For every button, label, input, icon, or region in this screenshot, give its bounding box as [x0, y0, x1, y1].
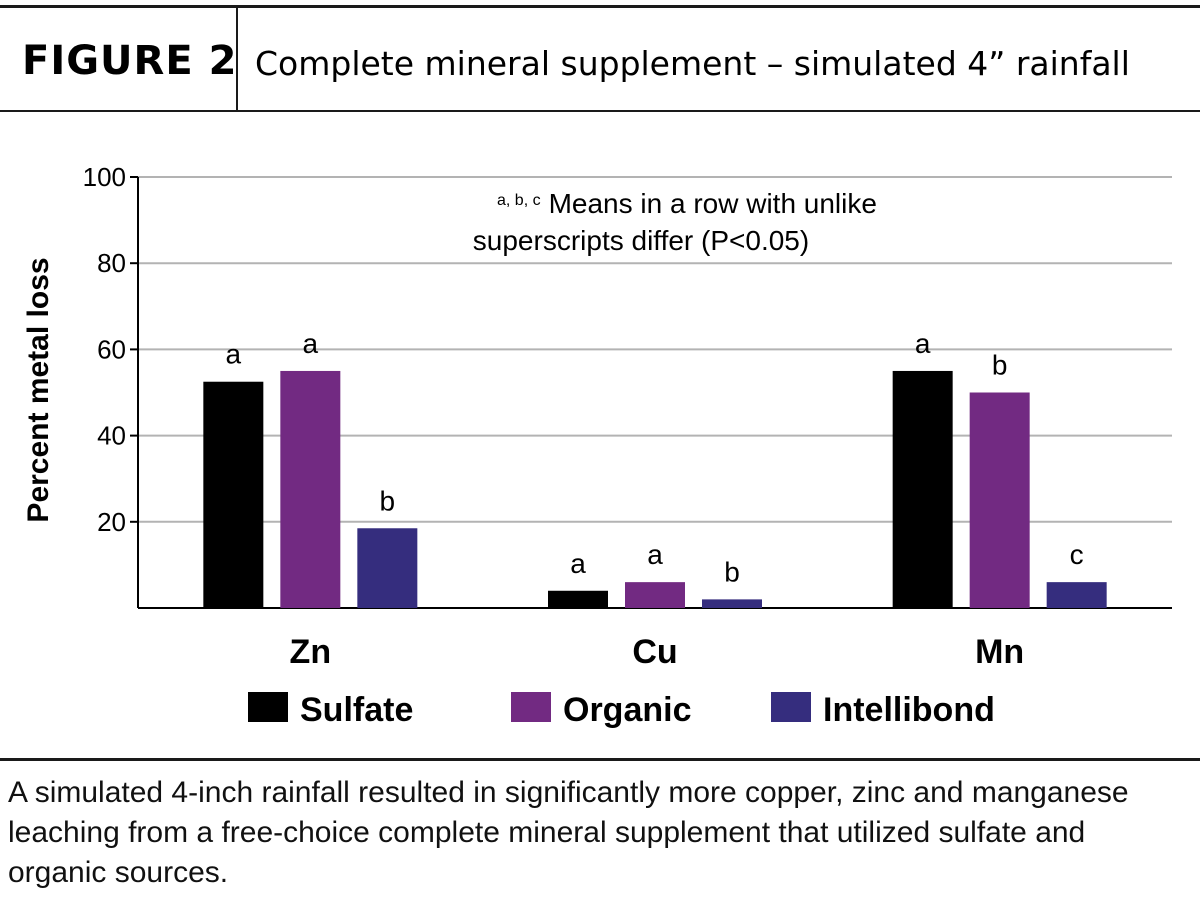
bar-chart: 20 40 60 80 100 a a b Zn a a b Cu a b c Mn Percent metal… — [22, 162, 1172, 729]
bar-cu-organic — [625, 582, 685, 608]
sig-label-zn-organic: a — [303, 328, 319, 359]
bar-mn-sulfate — [892, 370, 953, 608]
header-divider — [236, 8, 238, 110]
annotation-superscript: a, b, c — [497, 192, 541, 209]
legend-label-intellibond: Intellibond — [823, 691, 995, 729]
bar-zn-organic — [280, 370, 341, 608]
annotation-line-1-text: Means in a row with unlike — [549, 188, 877, 219]
bars — [203, 370, 1107, 608]
legend-swatch-intellibond — [771, 692, 811, 722]
sig-label-cu-sulfate: a — [570, 548, 586, 579]
y-tick-label-100: 100 — [83, 162, 126, 192]
x-category-label-zn: Zn — [290, 633, 332, 671]
caption-divider — [0, 758, 1200, 761]
sig-label-zn-sulfate: a — [226, 339, 242, 370]
annotation-line-1: a, b, c Means in a row with unlike — [497, 188, 877, 219]
sig-label-mn-sulfate: a — [915, 328, 931, 359]
sig-label-zn-intellibond: b — [380, 485, 396, 516]
sig-label-mn-intellibond: c — [1070, 539, 1084, 570]
y-tick-label-20: 20 — [97, 507, 126, 537]
legend-label-sulfate: Sulfate — [300, 691, 413, 729]
figure-header: FIGURE 2 Complete mineral supplement – s… — [0, 5, 1200, 112]
bar-zn-intellibond — [357, 528, 418, 608]
x-category-label-mn: Mn — [975, 633, 1024, 671]
bar-cu-sulfate — [548, 590, 608, 608]
y-tick-label-80: 80 — [97, 248, 126, 278]
legend-swatch-sulfate — [248, 692, 288, 722]
y-tick-label-60: 60 — [97, 334, 126, 364]
legend: Sulfate Organic Intellibond — [248, 691, 995, 729]
figure-label: FIGURE 2 — [22, 38, 238, 84]
legend-label-organic: Organic — [563, 691, 691, 729]
sig-label-cu-organic: a — [647, 539, 663, 570]
y-axis-label: Percent metal loss — [22, 257, 55, 522]
bar-zn-sulfate — [203, 381, 264, 608]
bar-mn-organic — [969, 392, 1030, 608]
legend-swatch-organic — [511, 692, 551, 722]
figure-title: Complete mineral supplement – simulated … — [255, 44, 1130, 83]
figure-caption: A simulated 4-inch rainfall resulted in … — [8, 776, 1129, 889]
bar-mn-intellibond — [1046, 582, 1107, 608]
sig-label-mn-organic: b — [992, 350, 1008, 381]
sig-label-cu-intellibond: b — [724, 556, 740, 587]
y-tick-label-40: 40 — [97, 421, 126, 451]
labels: 20 40 60 80 100 a a b Zn a a b Cu a b c Mn — [83, 162, 1084, 671]
annotation-line-2: superscripts differ (P<0.05) — [473, 225, 809, 256]
x-category-label-cu: Cu — [632, 633, 677, 671]
bar-cu-intellibond — [702, 599, 762, 608]
